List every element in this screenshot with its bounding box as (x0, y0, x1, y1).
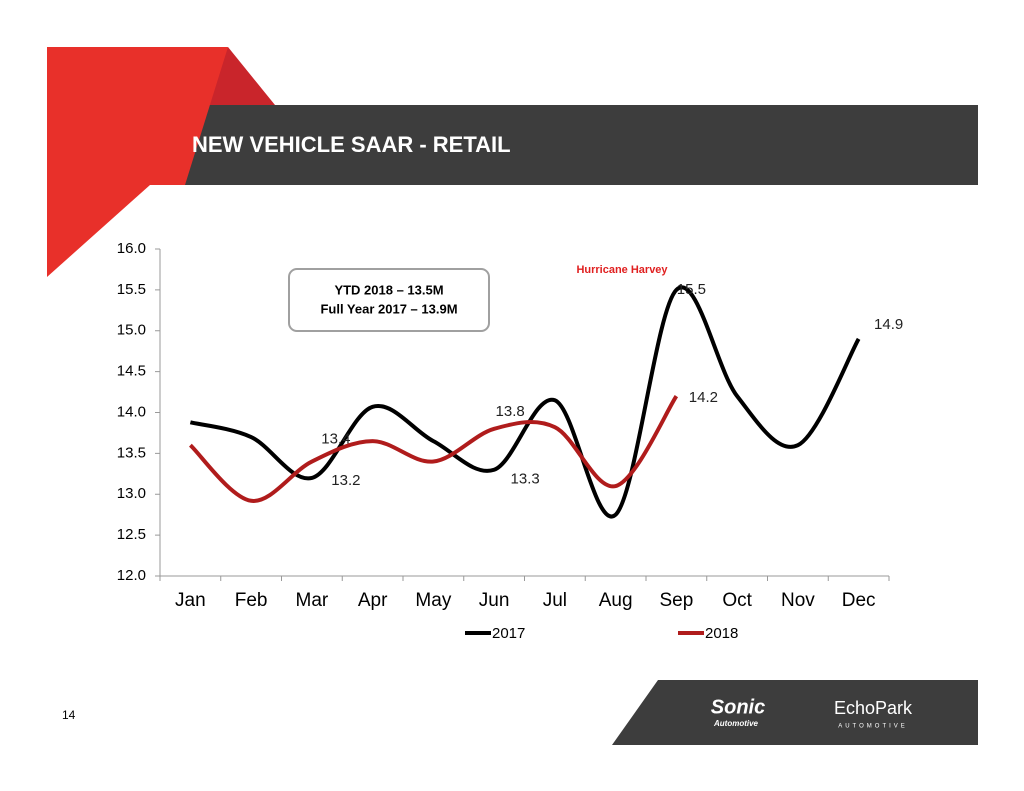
x-tick-label: Jun (479, 590, 510, 611)
x-tick-label: Aug (599, 590, 633, 611)
x-tick-label: Mar (296, 590, 329, 611)
data-label: 13.3 (511, 471, 540, 488)
full-year-text: Full Year 2017 – 13.9M (320, 301, 457, 316)
series-line (188, 395, 679, 503)
y-tick-label: 12.5 (117, 526, 146, 543)
logo-echopark-sub: AUTOMOTIVE (838, 724, 908, 730)
hurricane-annotation: Hurricane Harvey (576, 264, 668, 276)
footer-band (612, 680, 978, 745)
data-label: 14.2 (689, 389, 718, 406)
x-tick-label: Apr (358, 590, 388, 611)
x-tick-label: Nov (781, 590, 815, 611)
accent-red-dark (200, 47, 275, 105)
header-band (150, 105, 978, 185)
data-label: 14.9 (874, 316, 903, 333)
legend-label: 2017 (492, 625, 525, 642)
y-tick-label: 13.0 (117, 485, 146, 502)
slide-title: NEW VEHICLE SAAR - RETAIL (192, 132, 511, 157)
data-label: 13.8 (496, 403, 525, 420)
ytd-box (288, 268, 490, 332)
x-tick-label: Dec (842, 590, 876, 611)
series-line (189, 285, 861, 519)
y-tick-label: 15.5 (117, 281, 146, 298)
data-label: 13.2 (331, 472, 360, 489)
y-tick-label: 13.5 (117, 444, 146, 461)
data-label: 13.4 (321, 431, 350, 448)
y-tick-label: 16.0 (117, 240, 146, 257)
logo-sonic: Sonic (711, 696, 765, 718)
x-tick-label: Feb (235, 590, 268, 611)
x-tick-label: Sep (659, 590, 693, 611)
logo-echopark: EchoPark (834, 698, 913, 718)
y-tick-label: 14.5 (117, 363, 146, 380)
x-tick-label: Jul (543, 590, 567, 611)
y-tick-label: 12.0 (117, 567, 146, 584)
x-tick-label: Jan (175, 590, 206, 611)
x-tick-label: May (415, 590, 451, 611)
page-number: 14 (62, 708, 76, 722)
y-tick-label: 14.0 (117, 403, 146, 420)
x-tick-label: Oct (722, 590, 752, 611)
legend-label: 2018 (705, 625, 738, 642)
ytd-text: YTD 2018 – 13.5M (334, 282, 443, 297)
accent-red (47, 47, 228, 277)
y-tick-label: 15.0 (117, 322, 146, 339)
logo-sonic-sub: Automotive (713, 719, 759, 728)
data-label: 15.5 (677, 281, 706, 298)
